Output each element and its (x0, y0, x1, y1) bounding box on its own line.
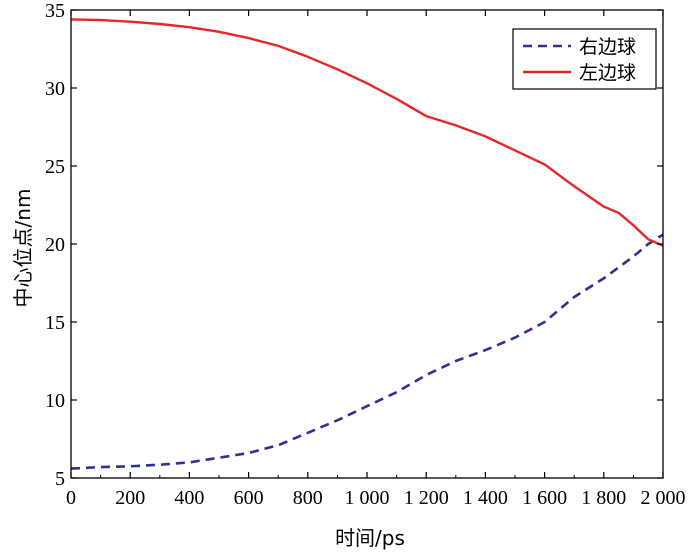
legend-box (512, 28, 657, 90)
x-tick-label: 600 (234, 487, 264, 509)
x-tick-label: 1 800 (581, 487, 626, 509)
x-tick-label: 0 (66, 487, 76, 509)
y-tick-label: 25 (45, 156, 65, 178)
y-tick-label: 20 (45, 234, 65, 256)
x-tick-label: 1 000 (345, 487, 390, 509)
x-tick-label: 1 400 (463, 487, 508, 509)
y-tick-label: 30 (45, 78, 65, 100)
y-tick-label: 15 (45, 312, 65, 334)
y-axis-title: 中心位点/nm (11, 189, 35, 308)
y-tick-label: 10 (45, 390, 65, 412)
x-tick-label: 1 600 (522, 487, 567, 509)
y-tick-label: 35 (45, 0, 65, 22)
legend-label: 右边球 (579, 36, 636, 58)
y-axis-ticks: 5 10 15 20 25 30 35 (45, 0, 663, 490)
x-axis-title: 时间/ps (335, 526, 405, 550)
x-tick-label: 1 200 (404, 487, 449, 509)
series-line-left-ball (70, 18, 664, 247)
x-tick-label: 800 (293, 487, 323, 509)
series-line-right-ball (70, 233, 664, 470)
x-axis-ticks: 0 200 400 600 800 1 000 1 200 1 400 1 600 1 800 2 … (66, 10, 686, 509)
x-tick-label: 400 (174, 487, 204, 509)
x-tick-label: 200 (115, 487, 145, 509)
y-tick-label: 5 (55, 468, 65, 490)
plot-lines (70, 18, 664, 470)
legend-label: 左边球 (579, 62, 636, 84)
x-tick-label: 2 000 (641, 487, 686, 509)
